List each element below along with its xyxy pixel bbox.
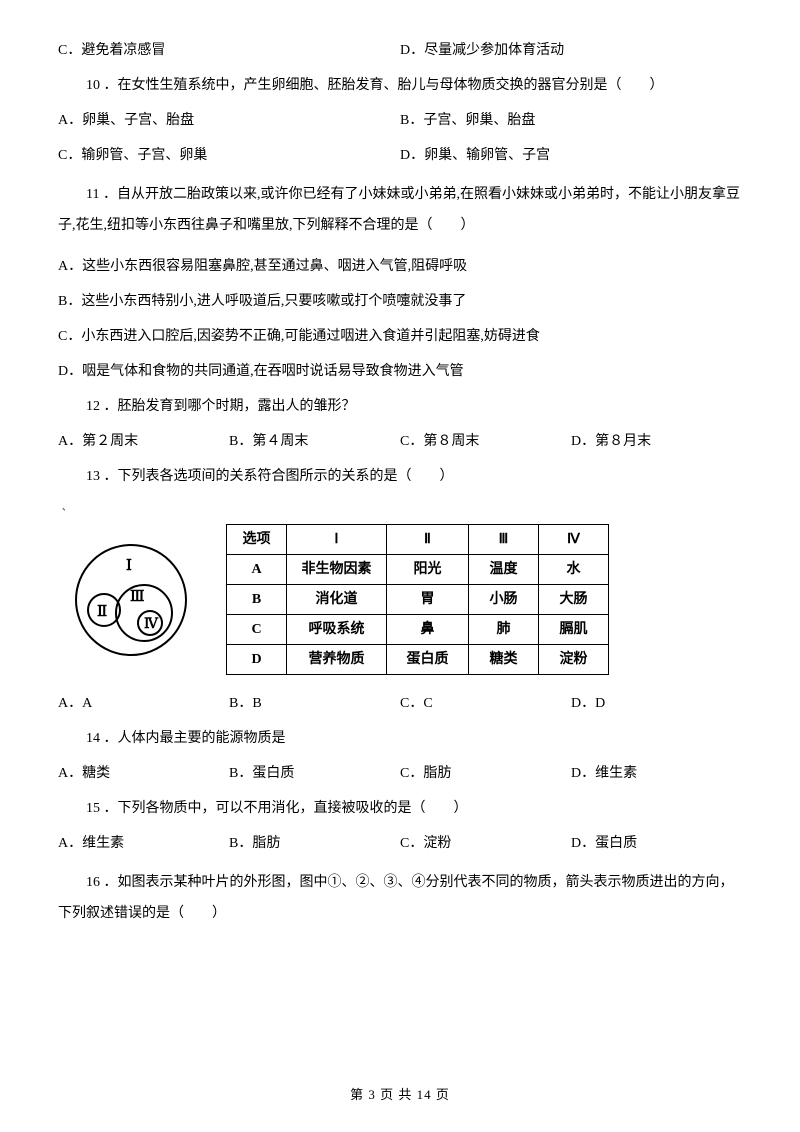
q9-options-cd: C．避免着凉感冒 D．尽量减少参加体育活动 xyxy=(58,40,742,61)
q9-optD: D．尽量减少参加体育活动 xyxy=(400,40,742,61)
q13-optD: D．D xyxy=(571,693,742,714)
q12-options: A．第２周末 B．第４周末 C．第８周末 D．第８月末 xyxy=(58,431,742,452)
q13-optA: A．A xyxy=(58,693,229,714)
q11-optB: B．这些小东西特别小,进人呼吸道后,只要咳嗽或打个喷嚏就没事了 xyxy=(58,291,742,312)
q14-optD: D．维生素 xyxy=(571,763,742,784)
q15-optC: C．淀粉 xyxy=(400,833,571,854)
q15-options: A．维生素 B．脂肪 C．淀粉 D．蛋白质 xyxy=(58,833,742,854)
q9-optC: C．避免着凉感冒 xyxy=(58,40,400,61)
q11-stem: 11 ．自从开放二胎政策以来,或许你已经有了小妹妹或小弟弟,在照看小妹妹或小弟弟… xyxy=(58,180,742,242)
th-2: Ⅱ xyxy=(387,525,469,555)
th-4: Ⅳ xyxy=(539,525,609,555)
q10-cd: C．输卵管、子宫、卵巢 D．卵巢、输卵管、子宫 xyxy=(58,145,742,166)
venn-label-II: Ⅱ xyxy=(97,604,107,620)
q16-stem: 16 ．如图表示某种叶片的外形图，图中①、②、③、④分别代表不同的物质，箭头表示… xyxy=(58,868,742,930)
q10-stem: 10 ．在女性生殖系统中，产生卵细胞、胚胎发育、胎儿与母体物质交换的器官分别是（… xyxy=(58,75,742,96)
table-row: B 消化道 胃 小肠 大肠 xyxy=(227,585,609,615)
th-opt: 选项 xyxy=(227,525,287,555)
q15-optD: D．蛋白质 xyxy=(571,833,742,854)
page-footer: 第 3 页 共 14 页 xyxy=(0,1085,800,1105)
q14-optC: C．脂肪 xyxy=(400,763,571,784)
q14-stem: 14 ．人体内最主要的能源物质是 xyxy=(58,728,742,749)
q12-optC: C．第８周末 xyxy=(400,431,571,452)
table-row: A 非生物因素 阳光 温度 水 xyxy=(227,555,609,585)
q14-optB: B．蛋白质 xyxy=(229,763,400,784)
q15-optA: A．维生素 xyxy=(58,833,229,854)
tick-mark: 、 xyxy=(58,501,742,515)
q15-optB: B．脂肪 xyxy=(229,833,400,854)
q15-stem: 15 ．下列各物质中，可以不用消化，直接被吸收的是（ ） xyxy=(58,798,742,819)
q13-stem: 13 ．下列表各选项间的关系符合图所示的关系的是（ ） xyxy=(58,466,742,487)
q10-ab: A．卵巢、子宫、胎盘 B．子宫、卵巢、胎盘 xyxy=(58,110,742,131)
q12-optA: A．第２周末 xyxy=(58,431,229,452)
table-row: C 呼吸系统 鼻 肺 膈肌 xyxy=(227,615,609,645)
q11-optD: D．咽是气体和食物的共同通道,在吞咽时说话易导致食物进入气管 xyxy=(58,361,742,382)
q10-optD: D．卵巢、输卵管、子宫 xyxy=(400,145,742,166)
th-3: Ⅲ xyxy=(469,525,539,555)
q13-table: 选项 Ⅰ Ⅱ Ⅲ Ⅳ A 非生物因素 阳光 温度 水 B 消化道 胃 小肠 大肠… xyxy=(226,524,609,675)
q13-options: A．A B．B C．C D．D xyxy=(58,693,742,714)
q10-optA: A．卵巢、子宫、胎盘 xyxy=(58,110,400,131)
venn-label-I: Ⅰ xyxy=(126,558,132,574)
q13-optC: C．C xyxy=(400,693,571,714)
venn-label-IV: Ⅳ xyxy=(144,616,159,632)
q10-optB: B．子宫、卵巢、胎盘 xyxy=(400,110,742,131)
q12-optD: D．第８月末 xyxy=(571,431,742,452)
table-row: D 营养物质 蛋白质 糖类 淀粉 xyxy=(227,645,609,675)
q12-stem: 12 ．胚胎发育到哪个时期，露出人的雏形？ xyxy=(58,396,742,417)
q13-figure: Ⅰ Ⅱ Ⅲ Ⅳ 选项 Ⅰ Ⅱ Ⅲ Ⅳ A 非生物因素 阳光 温度 水 B 消化道… xyxy=(58,524,742,675)
q14-optA: A．糖类 xyxy=(58,763,229,784)
q14-options: A．糖类 B．蛋白质 C．脂肪 D．维生素 xyxy=(58,763,742,784)
venn-diagram: Ⅰ Ⅱ Ⅲ Ⅳ xyxy=(66,535,196,665)
q11-optA: A．这些小东西很容易阻塞鼻腔,甚至通过鼻、咽进入气管,阻碍呼吸 xyxy=(58,256,742,277)
q12-optB: B．第４周末 xyxy=(229,431,400,452)
q10-optC: C．输卵管、子宫、卵巢 xyxy=(58,145,400,166)
q13-optB: B．B xyxy=(229,693,400,714)
th-1: Ⅰ xyxy=(287,525,387,555)
q11-optC: C．小东西进入口腔后,因姿势不正确,可能通过咽进入食道并引起阻塞,妨碍进食 xyxy=(58,326,742,347)
venn-label-III: Ⅲ xyxy=(130,589,144,605)
